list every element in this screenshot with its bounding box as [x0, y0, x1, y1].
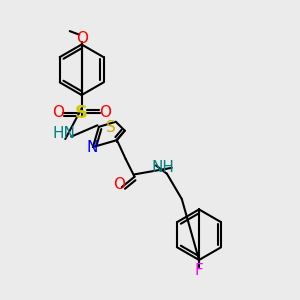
Text: O: O: [52, 105, 64, 120]
Text: S: S: [75, 104, 88, 122]
Text: O: O: [99, 105, 111, 120]
Text: O: O: [76, 31, 88, 46]
Text: NH: NH: [152, 160, 175, 175]
Text: F: F: [195, 263, 203, 278]
Text: N: N: [86, 140, 98, 154]
Text: O: O: [113, 177, 125, 192]
Text: HN: HN: [52, 126, 75, 141]
Text: S: S: [106, 120, 116, 135]
